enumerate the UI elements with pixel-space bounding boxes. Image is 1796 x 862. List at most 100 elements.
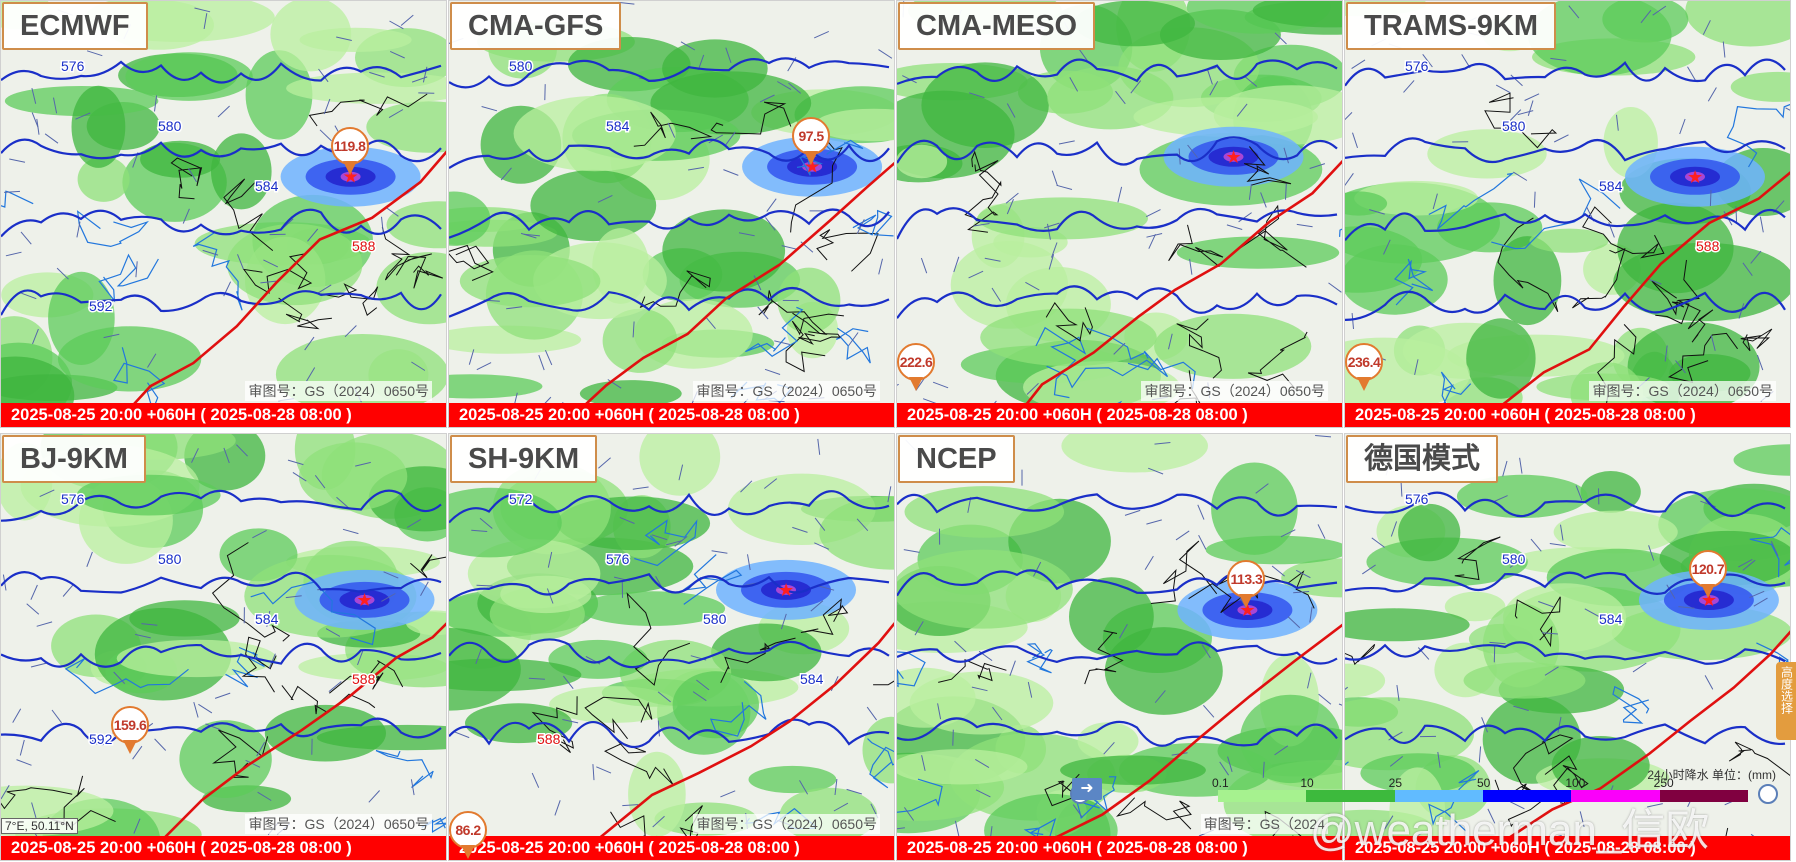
max-precip-marker[interactable]: 113.3 [1225,558,1269,610]
legend-range-handle-end[interactable] [1758,784,1778,804]
rain-area [1061,434,1208,473]
wind-barb [708,134,724,144]
wind-barb [1345,686,1349,690]
height-contour [1,208,442,238]
river-line [76,210,149,248]
wind-barb [1432,193,1438,210]
wind-barb [476,362,492,371]
wind-barb [1148,233,1156,249]
model-panel[interactable]: 572 576 580 584 588 ★ SH-9KM 86.2 审图号：GS（2024）06… [448,433,895,861]
wind-barb [799,780,809,795]
wind-barb [1722,41,1726,58]
wind-barb [1390,521,1398,537]
wind-barb [1048,254,1055,270]
wind-barb [53,97,58,114]
wind-barb [1369,209,1385,215]
wind-barb [914,621,924,636]
wind-barb [554,800,561,816]
wind-barb [481,106,498,112]
boundary-line [603,738,674,786]
wind-barb [1640,9,1652,24]
wind-barb [1274,745,1289,756]
boundary-line [170,157,203,200]
model-panel[interactable]: 580 584 ★ CMA-GFS 97.5 审图号：GS（2024）0650号 2025-… [448,0,895,428]
rain-area [1733,444,1790,476]
precipitation-map[interactable]: 572 576 580 584 588 ★ [449,434,895,861]
wind-barb [1130,80,1142,94]
rain-area [1154,313,1312,379]
wind-barb [1544,666,1559,676]
model-panel[interactable]: 576 580 584 588 ★ TRAMS-9KM 236.4 审图号：GS（2024）0… [1344,0,1791,428]
wind-barb [971,686,988,692]
map-approval-number: 审图号：GS（2024）0650号 [245,814,432,834]
wind-barb [1509,558,1524,568]
play-arrow-button[interactable]: ➜ [1072,778,1102,800]
wind-barb [318,68,329,83]
wind-barb [1422,53,1433,68]
wind-barb [1568,5,1580,19]
rain-area [1444,591,1506,622]
wind-barb [389,20,404,30]
contour-label: 588 [352,671,376,687]
model-panel[interactable]: ★ CMA-MESO 222.6 审图号：GS（2024）0650号 2025-08-2… [896,0,1343,428]
rain-area [1685,1,1790,47]
wind-barb [1271,565,1285,577]
wind-barb [547,551,553,568]
wind-barb [1006,199,1014,215]
wind-barb [813,30,830,39]
boundary-line [792,312,841,345]
wind-barb [369,71,385,78]
max-precip-value: 86.2 [449,811,487,849]
max-precip-marker[interactable]: 120.7 [1687,548,1731,600]
precipitation-map[interactable]: ★ [897,434,1343,861]
contour-label: 580 [158,118,182,134]
max-precip-marker[interactable]: 119.8 [329,125,373,177]
precipitation-map[interactable]: 576 580 584 588 ★ [1345,1,1791,428]
forecast-time-bar: 2025-08-25 20:00 +060H ( 2025-08-28 08:0… [449,403,894,427]
max-precip-value: 159.6 [111,706,149,744]
wind-barb [903,807,915,821]
wind-barb [788,82,802,94]
rain-area [1553,510,1678,554]
contour-label: 580 [1502,551,1526,567]
wind-barb [1115,90,1126,105]
wind-barb [878,258,883,275]
model-panel[interactable]: 576 580 584 588 592 ★ BJ-9KM 159.6 审图号：GS（2024）0… [0,433,447,861]
wind-barb [1260,192,1267,208]
wind-barb [757,306,769,320]
max-precip-marker[interactable]: 86.2 [449,809,491,860]
wind-barb [846,788,863,795]
max-precip-marker[interactable]: 236.4 [1345,341,1387,393]
boundary-line [241,636,277,693]
wind-barb [1513,171,1528,181]
precipitation-map[interactable]: ★ [897,1,1343,428]
wind-barb [1051,242,1058,258]
wind-barb [1579,811,1585,828]
model-panel[interactable]: 576 580 584 588 592 ★ ECMWF 119.8 审图号：GS（2024）06… [0,0,447,428]
model-panel[interactable]: 576 580 584 ★ 德国模式 120.7 2025-08-25 20:00 +060… [1344,433,1791,861]
wind-barb [1124,509,1141,516]
rain-area [921,62,1049,149]
river-line [1086,327,1196,390]
model-panel[interactable]: ★ NCEP 113.3 审图号：GS（2024 2025-08-25 20:00 +0… [896,433,1343,861]
rain-area [530,169,657,242]
contour-label: 580 [1502,118,1526,134]
wind-barb [135,261,138,278]
subtropical-high-588-line [559,621,894,860]
height-select-tab[interactable]: 高度选择 [1776,662,1796,740]
wind-barb [32,328,39,345]
max-precip-marker[interactable]: 97.5 [790,115,834,167]
wind-barb [1033,561,1042,577]
wind-barb [544,350,553,366]
wind-barb [187,168,198,183]
rain-area [602,308,678,373]
rain-area [211,133,272,210]
max-precip-marker[interactable]: 222.6 [897,341,939,393]
rain-area [1345,191,1388,216]
wind-barb [1519,457,1523,474]
max-precip-marker[interactable]: 159.6 [109,704,153,756]
